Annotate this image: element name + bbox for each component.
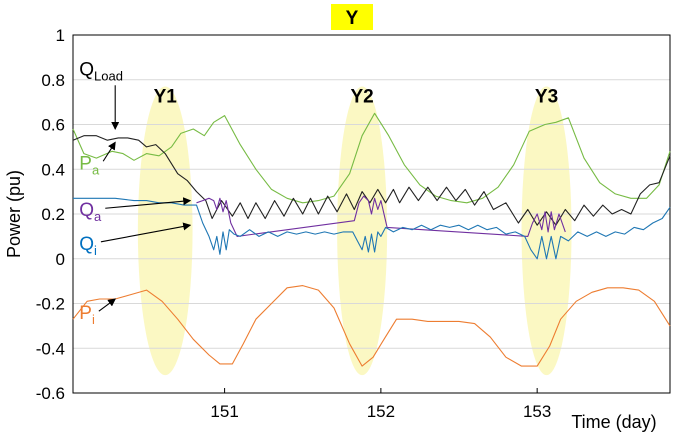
series-line-pi	[72, 285, 671, 367]
x-axis-label: Time (day)	[571, 412, 656, 432]
annotation-pi: Pi	[79, 303, 95, 327]
annotation-qload: QLoad	[79, 59, 123, 83]
y-tick-label: 1	[56, 26, 65, 45]
annotation-arrow	[98, 298, 116, 312]
y-tick-label: 0.4	[41, 160, 65, 179]
y-tick-label: 0.8	[41, 71, 65, 90]
annotation-pa: Pa	[79, 153, 100, 177]
annotation-arrow	[100, 222, 192, 243]
series-line-qload	[72, 135, 671, 226]
region-label-y3: Y3	[535, 86, 558, 107]
y-tick-label: -0.4	[36, 339, 65, 358]
highlight-regions	[137, 86, 572, 376]
x-tick-label: 151	[210, 402, 238, 421]
y-tick-label: -0.2	[36, 295, 65, 314]
y-tick-label: -0.6	[36, 384, 65, 403]
chart-title: Y	[346, 8, 359, 29]
annotation-arrow	[102, 141, 116, 162]
title-highlight	[331, 4, 373, 30]
y-tick-label: 0	[56, 250, 65, 269]
region-labels: Y1 Y2 Y3	[154, 86, 559, 107]
y-axis-ticks: 1 0.8 0.6 0.4 0.2 0 -0.2 -0.4 -0.6	[36, 26, 65, 403]
series-annotations: QLoad Pa Qa Qi Pi	[79, 59, 192, 327]
region-ellipse-y2	[337, 86, 388, 376]
y-axis-label: Power (pu)	[4, 170, 24, 258]
x-tick-label: 153	[523, 402, 551, 421]
annotation-arrow	[105, 197, 192, 209]
region-ellipse-y3	[521, 86, 572, 376]
y-tick-label: 0.2	[41, 205, 65, 224]
annotation-qa: Qa	[79, 200, 102, 224]
x-tick-label: 152	[367, 402, 395, 421]
series-line-pa	[72, 112, 671, 204]
region-label-y2: Y2	[350, 86, 373, 107]
annotation-qi: Qi	[79, 234, 97, 258]
x-axis-ticks: 151 152 153	[210, 388, 551, 421]
series-lines	[72, 112, 671, 367]
plot-frame	[72, 34, 671, 394]
region-label-y1: Y1	[154, 86, 178, 107]
region-ellipse-y1	[137, 86, 193, 376]
series-line-qi	[73, 197, 671, 260]
chart-title-badge: Y	[331, 4, 373, 30]
series-line-qa	[196, 195, 566, 237]
y-tick-label: 0.6	[41, 116, 65, 135]
